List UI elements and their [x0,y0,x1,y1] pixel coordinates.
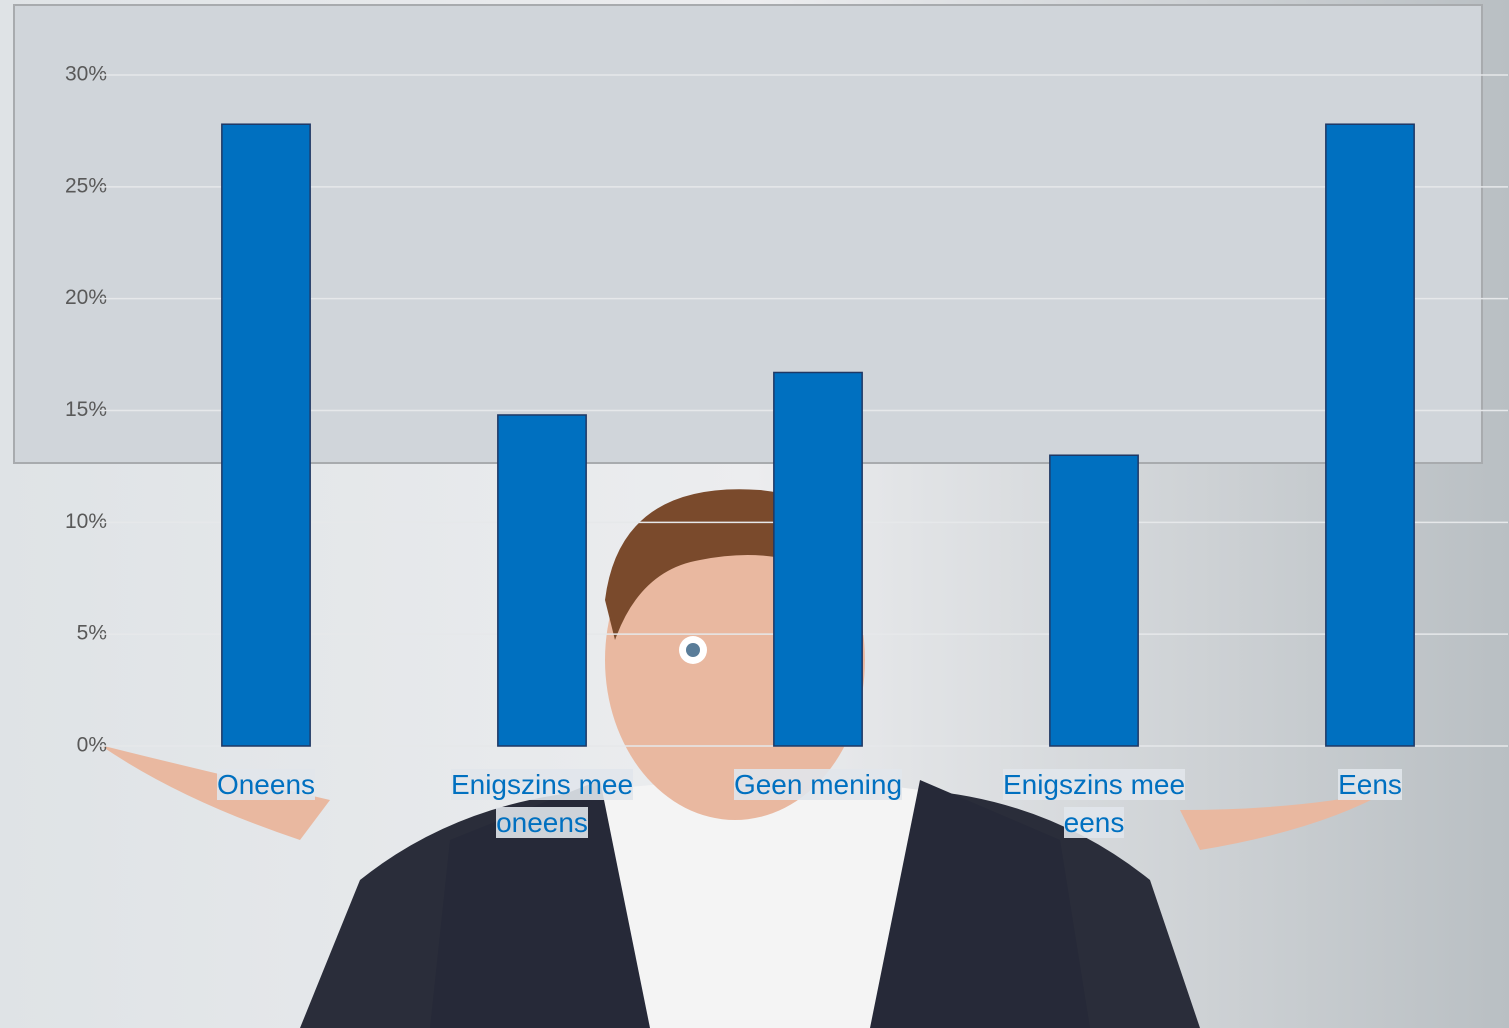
x-tick-label: Geen mening [703,766,933,804]
y-tick-label: 15% [65,398,107,421]
x-tick-text: Oneens [216,769,316,800]
bar [1325,123,1415,747]
bar [497,414,587,747]
x-tick-label: Enigszins mee oneens [427,766,657,842]
y-tick-label: 25% [65,174,107,197]
x-tick-text: Enigszins mee eens [1002,769,1186,838]
bar [1049,454,1139,747]
y-tick-label: 0% [77,734,107,757]
y-tick-label: 20% [65,286,107,309]
y-tick-label: 10% [65,510,107,533]
bar [221,123,311,747]
x-tick-text: Eens [1338,769,1402,800]
y-tick-label: 5% [77,622,107,645]
x-tick-label: Enigszins mee eens [979,766,1209,842]
bar [773,371,863,747]
x-tick-label: Eens [1255,766,1485,804]
x-tick-text: Geen mening [733,769,903,800]
y-tick-label: 30% [65,63,107,86]
x-tick-text: Enigszins mee oneens [450,769,634,838]
x-tick-label: Oneens [151,766,381,804]
bar-layer [221,123,1415,747]
